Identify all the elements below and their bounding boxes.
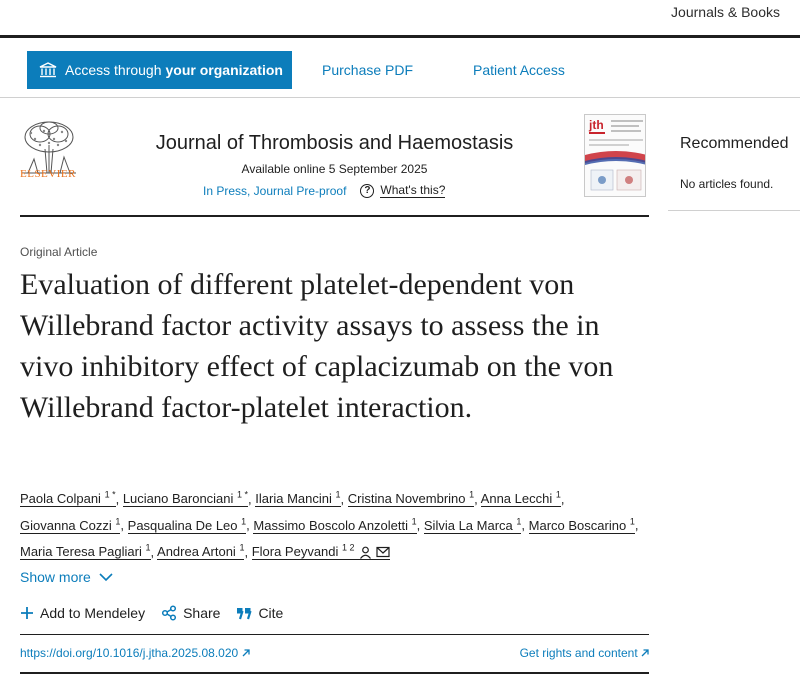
add-to-mendeley-button[interactable]: Add to Mendeley	[20, 605, 145, 621]
share-button[interactable]: Share	[161, 605, 220, 621]
plus-icon	[21, 607, 33, 619]
whats-this-label: What's this?	[380, 183, 446, 198]
author-affiliation-sup: 1 2	[342, 542, 355, 553]
author-link[interactable]: Giovanna Cozzi 1	[20, 516, 121, 534]
patient-access-link[interactable]: Patient Access	[473, 62, 565, 78]
doi-text: https://doi.org/10.1016/j.jtha.2025.08.0…	[20, 646, 239, 660]
share-label: Share	[183, 605, 221, 621]
author-link[interactable]: Cristina Novembrino 1	[347, 490, 475, 508]
purchase-pdf-link[interactable]: Purchase PDF	[322, 62, 414, 78]
cite-button[interactable]: Cite	[236, 605, 283, 621]
in-press-link[interactable]: In Press, Journal Pre-proof	[203, 183, 347, 198]
author-name: Flora Peyvandi	[251, 543, 339, 559]
author-affiliation-sup: 1	[145, 542, 151, 553]
top-navigation-bar: Journals & Books	[0, 0, 800, 38]
share-icon	[162, 605, 177, 621]
external-link-icon	[641, 649, 649, 657]
author-link[interactable]: Massimo Boscolo Anzoletti 1	[253, 516, 417, 534]
doi-row: https://doi.org/10.1016/j.jtha.2025.08.0…	[20, 634, 649, 674]
author-link[interactable]: Pasqualina De Leo 1	[127, 516, 247, 534]
author-name: Andrea Artoni	[157, 543, 236, 559]
author-name: Cristina Novembrino	[347, 491, 466, 507]
available-online-date: Available online 5 September 2025	[241, 162, 428, 176]
elsevier-wordmark: ELSEVIER	[20, 168, 76, 180]
cite-label: Cite	[258, 605, 284, 621]
institution-icon	[39, 62, 57, 78]
author-name: Ilaria Mancini	[255, 491, 332, 507]
author-affiliation-sup: 1	[411, 516, 417, 527]
chevron-down-icon	[99, 572, 113, 581]
author-name: Luciano Baronciani	[122, 491, 234, 507]
article-status-row: In Press, Journal Pre-proof ? What's thi…	[203, 183, 446, 198]
email-icon	[375, 546, 390, 558]
show-more-button[interactable]: Show more	[20, 569, 113, 585]
author-name: Massimo Boscolo Anzoletti	[253, 517, 409, 533]
cover-abbr: jth	[588, 118, 604, 132]
journal-title[interactable]: Journal of Thrombosis and Haemostasis	[155, 132, 514, 154]
author-affiliation-sup: 1	[629, 516, 635, 527]
external-link-icon	[242, 649, 250, 657]
show-more-label: Show more	[20, 569, 91, 585]
journal-cover-image[interactable]: jth	[584, 114, 646, 197]
question-icon: ?	[360, 183, 375, 198]
article-actions: Add to Mendeley Share Cite	[20, 605, 283, 621]
access-button-bold: your organization	[165, 62, 283, 78]
journal-header: ELSEVIER Journal of Thrombosis and Haemo…	[20, 112, 649, 217]
author-affiliation-sup: 1	[335, 490, 341, 500]
get-rights-link[interactable]: Get rights and content	[520, 646, 649, 660]
author-link[interactable]: Marco Boscarino 1	[528, 516, 635, 534]
recommended-heading: Recommended	[680, 135, 789, 152]
author-name: Giovanna Cozzi	[20, 517, 112, 533]
access-through-organization-button[interactable]: Access through your organization	[27, 51, 292, 89]
author-affiliation-sup: 1	[115, 516, 121, 527]
sidebar-divider	[668, 210, 800, 211]
whats-this-button[interactable]: ? What's this?	[360, 183, 446, 198]
author-affiliation-sup: 1	[469, 490, 475, 500]
author-affiliation-sup: 1 *	[237, 490, 249, 500]
author-name: Pasqualina De Leo	[127, 517, 238, 533]
journals-books-link[interactable]: Journals & Books	[671, 4, 780, 20]
access-bar: Access through your organization Purchas…	[0, 41, 800, 98]
author-affiliation-sup: 1	[239, 542, 245, 553]
add-to-mendeley-label: Add to Mendeley	[40, 605, 146, 621]
author-name: Maria Teresa Pagliari	[20, 543, 142, 559]
author-name: Paola Colpani	[20, 491, 101, 507]
author-name: Anna Lecchi	[480, 491, 553, 507]
author-link[interactable]: Andrea Artoni 1	[157, 542, 245, 560]
person-icon	[359, 546, 371, 559]
author-affiliation-sup: 1	[555, 490, 561, 500]
author-link[interactable]: Maria Teresa Pagliari 1	[20, 542, 151, 560]
get-rights-text: Get rights and content	[519, 646, 638, 660]
author-link[interactable]: Paola Colpani 1 *	[20, 490, 116, 508]
quote-icon	[237, 607, 252, 619]
access-button-prefix: Access through	[65, 62, 162, 78]
journal-cover-art: jth	[585, 115, 645, 196]
article-type: Original Article	[20, 245, 98, 259]
author-affiliation-sup: 1 *	[104, 490, 116, 500]
author-link[interactable]: Anna Lecchi 1	[480, 490, 561, 508]
author-name: Silvia La Marca	[423, 517, 513, 533]
author-link[interactable]: Ilaria Mancini 1	[255, 490, 341, 508]
doi-link[interactable]: https://doi.org/10.1016/j.jtha.2025.08.0…	[20, 646, 250, 660]
author-affiliation-sup: 1	[516, 516, 522, 527]
elsevier-tree-logo[interactable]	[20, 112, 78, 182]
author-name: Marco Boscarino	[528, 517, 627, 533]
author-list: Paola Colpani 1 *, Luciano Baronciani 1 …	[20, 490, 639, 560]
author-link[interactable]: Luciano Baronciani 1 *	[122, 490, 249, 508]
article-title: Evaluation of different platelet-depende…	[20, 268, 614, 424]
author-affiliation-sup: 1	[241, 516, 247, 527]
no-articles-text: No articles found.	[680, 177, 774, 191]
author-link[interactable]: Silvia La Marca 1	[423, 516, 522, 534]
author-link-corresponding[interactable]: Flora Peyvandi 1 2	[251, 542, 390, 560]
